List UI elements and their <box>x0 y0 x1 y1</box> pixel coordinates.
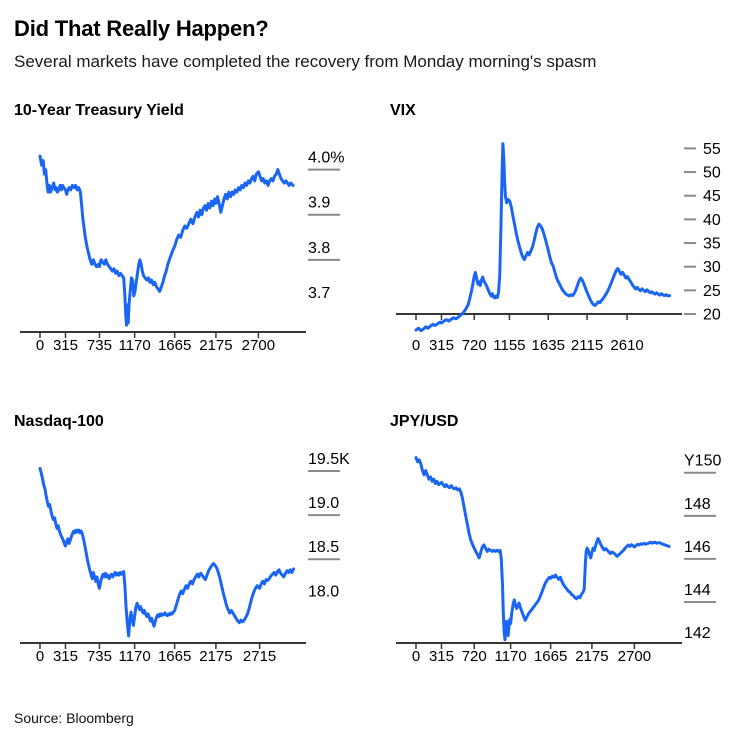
chart-treasury-yield: 10-Year Treasury Yield 0 315 735 1170 1665 21… <box>14 102 366 373</box>
chart-vix: VIX 0 315 720 1155 1635 2115 2610 55 50 45 40 35 30 2… <box>390 102 742 373</box>
line-chart-vix: 0 315 720 1155 1635 2115 2610 55 50 45 40 35 30 25 20 <box>396 141 721 354</box>
line-chart-jpy-usd: 0 315 720 1170 1665 2175 2700 Y150 148 146 144 142 <box>396 453 721 665</box>
svg-text:2715: 2715 <box>243 648 276 665</box>
svg-text:0: 0 <box>412 648 420 665</box>
svg-text:2700: 2700 <box>242 337 275 354</box>
svg-text:720: 720 <box>462 648 487 665</box>
svg-text:720: 720 <box>462 337 487 354</box>
svg-text:3.7: 3.7 <box>308 285 330 302</box>
svg-text:735: 735 <box>87 337 112 354</box>
line-chart-nasdaq: 0 315 735 1170 1665 2175 2715 19.5K 19.0 18.5 18.0 <box>20 451 350 665</box>
svg-text:2175: 2175 <box>199 337 232 354</box>
svg-text:1665: 1665 <box>534 648 567 665</box>
svg-text:35: 35 <box>703 236 721 253</box>
svg-text:20: 20 <box>703 307 721 324</box>
line-chart-treasury: 0 315 735 1170 1665 2175 2700 4.0% 3.9 3.8 3.7 <box>20 150 344 354</box>
svg-text:3.9: 3.9 <box>308 195 330 212</box>
svg-text:2175: 2175 <box>199 648 232 665</box>
chart-title-vix: VIX <box>390 102 416 119</box>
svg-text:144: 144 <box>684 582 711 599</box>
svg-text:148: 148 <box>684 496 711 513</box>
svg-text:1635: 1635 <box>532 337 565 354</box>
svg-text:2610: 2610 <box>610 337 643 354</box>
svg-text:1665: 1665 <box>158 337 191 354</box>
svg-text:2115: 2115 <box>571 337 603 354</box>
svg-text:315: 315 <box>429 648 454 665</box>
chart-jpy-usd: JPY/USD 0 315 720 1170 1665 2175 2700 Y150 148 14… <box>390 413 742 684</box>
svg-text:Y150: Y150 <box>684 453 721 470</box>
svg-text:1155: 1155 <box>493 337 525 354</box>
chart-title-treasury: 10-Year Treasury Yield <box>14 102 184 119</box>
svg-text:55: 55 <box>703 141 721 158</box>
svg-text:1170: 1170 <box>494 648 526 665</box>
svg-text:2700: 2700 <box>618 648 651 665</box>
svg-text:19.0: 19.0 <box>308 495 339 512</box>
svg-text:40: 40 <box>703 212 721 229</box>
svg-text:1170: 1170 <box>118 648 150 665</box>
svg-text:315: 315 <box>53 337 78 354</box>
svg-text:0: 0 <box>36 337 44 354</box>
svg-text:18.5: 18.5 <box>308 539 339 556</box>
svg-text:1170: 1170 <box>118 337 150 354</box>
svg-text:30: 30 <box>703 259 721 276</box>
svg-text:142: 142 <box>684 625 711 642</box>
svg-text:25: 25 <box>703 283 721 300</box>
svg-text:3.8: 3.8 <box>308 240 330 257</box>
svg-text:0: 0 <box>36 648 44 665</box>
chart-nasdaq: Nasdaq-100 0 315 735 1170 1665 2175 2715 19.5K 1… <box>14 413 366 684</box>
svg-text:735: 735 <box>87 648 112 665</box>
svg-text:315: 315 <box>429 337 454 354</box>
charts-grid: 10-Year Treasury Yield 0 315 735 1170 1665 21… <box>14 102 742 684</box>
svg-text:50: 50 <box>703 165 721 182</box>
svg-text:1665: 1665 <box>158 648 191 665</box>
bloomberg-chart-panel: Did That Really Happen? Several markets … <box>14 16 742 726</box>
svg-text:0: 0 <box>412 337 420 354</box>
svg-text:45: 45 <box>703 188 721 205</box>
svg-text:315: 315 <box>53 648 78 665</box>
source-note: Source: Bloomberg <box>14 710 134 726</box>
chart-title-jpy-usd: JPY/USD <box>390 413 459 430</box>
page-subtitle: Several markets have completed the recov… <box>14 52 597 71</box>
svg-text:2175: 2175 <box>575 648 608 665</box>
svg-text:19.5K: 19.5K <box>308 451 350 468</box>
page-title: Did That Really Happen? <box>14 16 269 41</box>
svg-text:18.0: 18.0 <box>308 583 339 600</box>
svg-text:146: 146 <box>684 539 711 556</box>
svg-text:4.0%: 4.0% <box>308 150 344 167</box>
chart-title-nasdaq: Nasdaq-100 <box>14 413 104 430</box>
